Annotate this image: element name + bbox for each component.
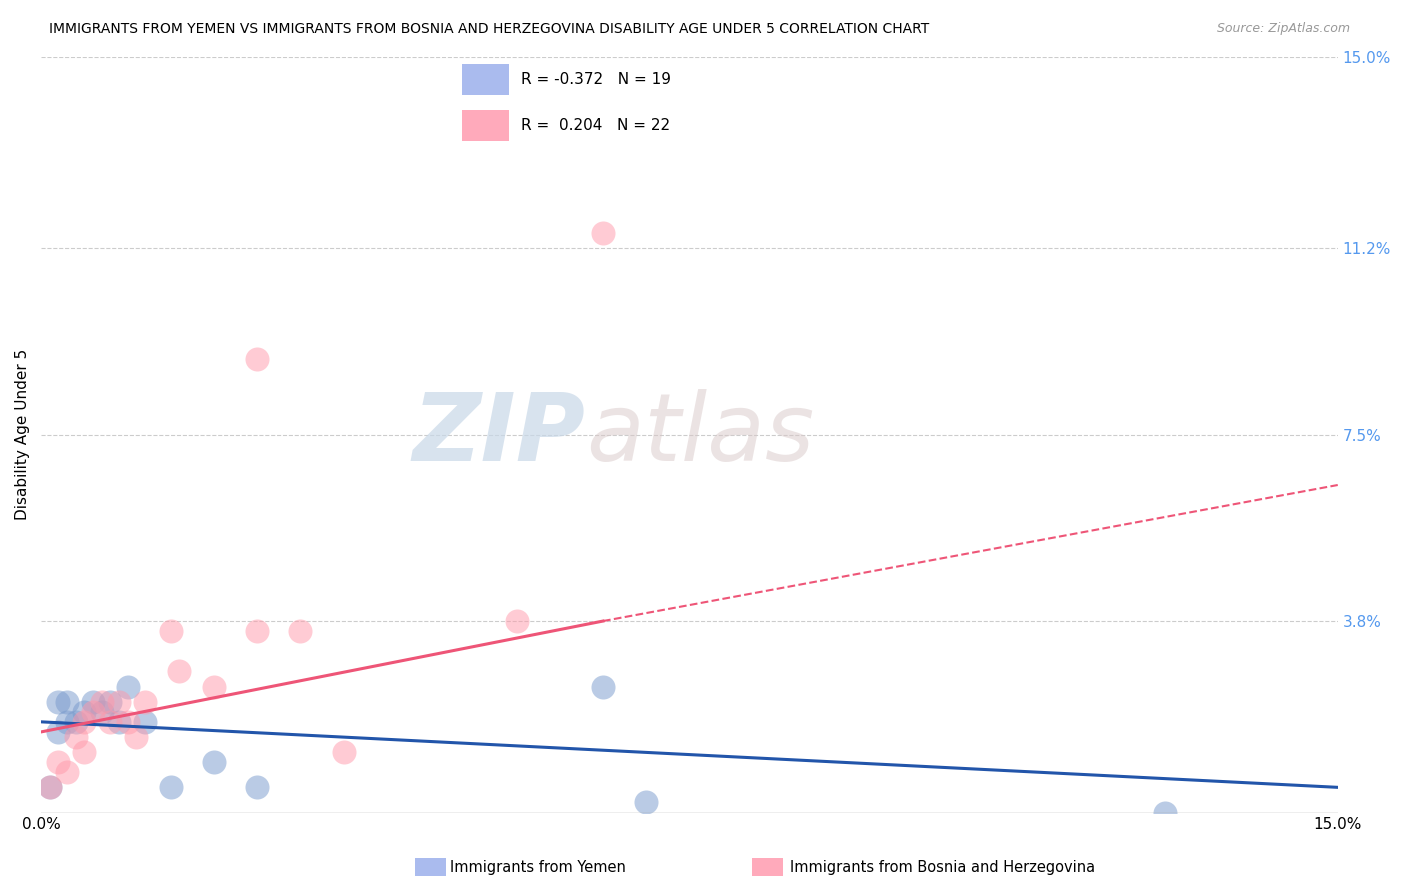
Point — [159, 624, 181, 639]
Point — [592, 226, 614, 240]
Text: Source: ZipAtlas.com: Source: ZipAtlas.com — [1216, 22, 1350, 36]
Point — [202, 755, 225, 769]
Point — [98, 714, 121, 729]
Point — [82, 695, 104, 709]
Text: atlas: atlas — [586, 389, 814, 480]
Text: Immigrants from Yemen: Immigrants from Yemen — [450, 860, 626, 874]
Point — [48, 695, 70, 709]
Point — [592, 680, 614, 694]
Point — [134, 695, 156, 709]
Point — [108, 695, 131, 709]
Point — [38, 780, 60, 795]
Point — [56, 765, 79, 780]
Point — [73, 714, 96, 729]
Point — [169, 665, 191, 679]
Point — [159, 780, 181, 795]
Point — [56, 695, 79, 709]
Point — [332, 745, 354, 759]
Point — [90, 695, 112, 709]
Point — [246, 351, 269, 366]
Point — [290, 624, 312, 639]
Text: IMMIGRANTS FROM YEMEN VS IMMIGRANTS FROM BOSNIA AND HERZEGOVINA DISABILITY AGE U: IMMIGRANTS FROM YEMEN VS IMMIGRANTS FROM… — [49, 22, 929, 37]
Point — [246, 780, 269, 795]
Point — [117, 714, 139, 729]
Point — [90, 705, 112, 719]
Point — [98, 695, 121, 709]
Text: Immigrants from Bosnia and Herzegovina: Immigrants from Bosnia and Herzegovina — [790, 860, 1095, 874]
Point — [202, 680, 225, 694]
Point — [73, 705, 96, 719]
Point — [134, 714, 156, 729]
Point — [1154, 805, 1177, 820]
Point — [73, 745, 96, 759]
Point — [48, 755, 70, 769]
Point — [505, 614, 527, 628]
Point — [117, 680, 139, 694]
Point — [636, 796, 658, 810]
Point — [56, 714, 79, 729]
Point — [246, 624, 269, 639]
Point — [65, 714, 87, 729]
Point — [65, 730, 87, 744]
Point — [125, 730, 148, 744]
Text: ZIP: ZIP — [413, 389, 586, 481]
Point — [48, 725, 70, 739]
Point — [82, 705, 104, 719]
Point — [108, 714, 131, 729]
Y-axis label: Disability Age Under 5: Disability Age Under 5 — [15, 349, 30, 520]
Point — [38, 780, 60, 795]
